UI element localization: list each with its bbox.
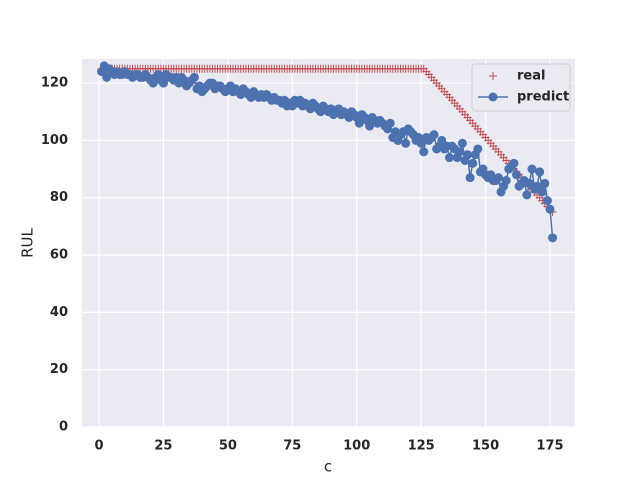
x-tick-label: 100 bbox=[343, 439, 370, 454]
point bbox=[419, 147, 429, 157]
point bbox=[511, 170, 521, 180]
y-tick-label: 100 bbox=[41, 133, 68, 148]
plot-area bbox=[82, 59, 575, 427]
y-axis-label: RUL bbox=[19, 227, 37, 257]
point bbox=[537, 187, 547, 197]
y-tick-label: 60 bbox=[50, 248, 68, 263]
point bbox=[493, 173, 503, 183]
point bbox=[444, 153, 454, 163]
point bbox=[535, 167, 545, 177]
point bbox=[542, 196, 552, 206]
point bbox=[354, 118, 364, 128]
x-tick-label: 0 bbox=[94, 439, 103, 454]
legend-label: real bbox=[517, 69, 545, 84]
point bbox=[365, 121, 375, 131]
point bbox=[416, 138, 426, 148]
grid bbox=[82, 59, 575, 428]
y-tick-label: 120 bbox=[41, 76, 68, 91]
point bbox=[488, 92, 498, 102]
point bbox=[468, 158, 478, 168]
legend-label: predict bbox=[517, 90, 569, 105]
point bbox=[509, 158, 519, 168]
point bbox=[532, 181, 542, 191]
x-axis-label: c bbox=[324, 458, 332, 476]
point bbox=[455, 147, 465, 157]
x-tick-label: 150 bbox=[472, 439, 499, 454]
point bbox=[463, 150, 473, 160]
point bbox=[522, 190, 532, 200]
point bbox=[401, 138, 411, 148]
x-tick-label: 25 bbox=[154, 439, 172, 454]
point bbox=[429, 130, 439, 140]
plus-marker bbox=[489, 72, 497, 80]
point bbox=[457, 138, 467, 148]
y-tick-label: 0 bbox=[59, 420, 68, 435]
point bbox=[465, 173, 475, 183]
legend: real predict bbox=[471, 63, 571, 112]
point bbox=[158, 78, 168, 88]
x-tick-label: 50 bbox=[219, 439, 237, 454]
point bbox=[545, 204, 555, 214]
x-tick-label: 75 bbox=[283, 439, 301, 454]
point bbox=[527, 164, 537, 174]
point bbox=[473, 144, 483, 154]
point bbox=[385, 118, 395, 128]
point bbox=[501, 176, 511, 186]
y-tick-label: 20 bbox=[50, 362, 68, 377]
y-tick-label: 80 bbox=[50, 190, 68, 205]
x-tick-label: 125 bbox=[408, 439, 435, 454]
point bbox=[548, 233, 558, 243]
marks bbox=[97, 61, 558, 243]
point bbox=[437, 135, 447, 145]
x-tick-label: 175 bbox=[536, 439, 563, 454]
point bbox=[524, 178, 534, 188]
point bbox=[540, 178, 550, 188]
point bbox=[189, 72, 199, 82]
point bbox=[102, 72, 112, 82]
y-tick-label: 40 bbox=[50, 305, 68, 320]
